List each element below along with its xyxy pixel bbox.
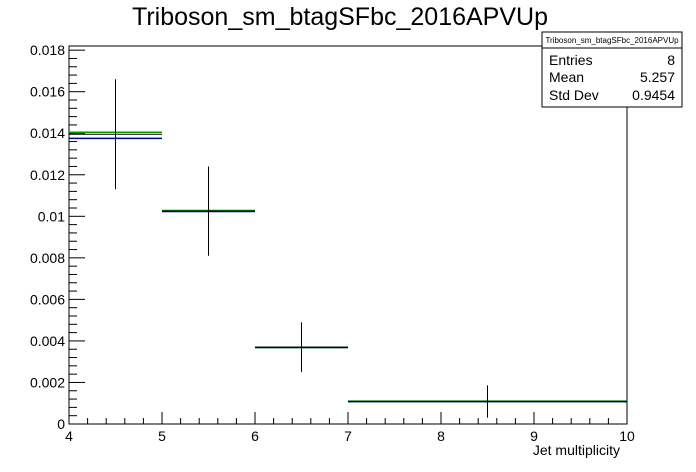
y-tick-label: 0.008 (30, 250, 65, 266)
stats-box-name: Triboson_sm_btagSFbc_2016APVUp (545, 36, 679, 45)
stats-mean-value: 5.257 (640, 69, 675, 85)
x-tick-label: 4 (65, 428, 73, 444)
stats-stddev-label: Std Dev (549, 87, 599, 103)
stats-entries-value: 8 (667, 52, 675, 68)
y-tick-label: 0.016 (30, 84, 65, 100)
x-tick-label: 8 (437, 428, 445, 444)
y-tick-label: 0.012 (30, 167, 65, 183)
stats-box-frame (541, 31, 683, 108)
x-tick-label: 7 (344, 428, 352, 444)
error-bars (69, 79, 627, 418)
y-tick-label: 0.006 (30, 291, 65, 307)
stats-stddev-value: 0.9454 (632, 87, 675, 103)
stats-box: Triboson_sm_btagSFbc_2016APVUp Entries 8… (541, 31, 683, 108)
y-tick-label: 0.018 (30, 42, 65, 58)
stats-entries-label: Entries (549, 52, 593, 68)
y-tick-label: 0.004 (30, 333, 65, 349)
x-axis: 4 5 6 7 8 9 10 (65, 412, 635, 444)
histogram-series (69, 131, 627, 403)
y-tick-label: 0 (57, 416, 65, 432)
x-tick-label: 10 (619, 428, 635, 444)
x-tick-label: 5 (158, 428, 166, 444)
y-tick-label: 0.014 (30, 125, 65, 141)
x-tick-label: 6 (251, 428, 259, 444)
stats-mean-label: Mean (549, 69, 584, 85)
y-tick-label: 0.002 (30, 374, 65, 390)
chart-title: Triboson_sm_btagSFbc_2016APVUp (132, 3, 548, 31)
y-tick-label: 0.01 (38, 208, 65, 224)
y-axis: 0 0.002 0.004 0.006 0.008 0.01 0.012 0.014 0.016… (30, 42, 85, 432)
x-axis-label: Jet multiplicity (533, 442, 620, 458)
x-tick-label: 9 (530, 428, 538, 444)
